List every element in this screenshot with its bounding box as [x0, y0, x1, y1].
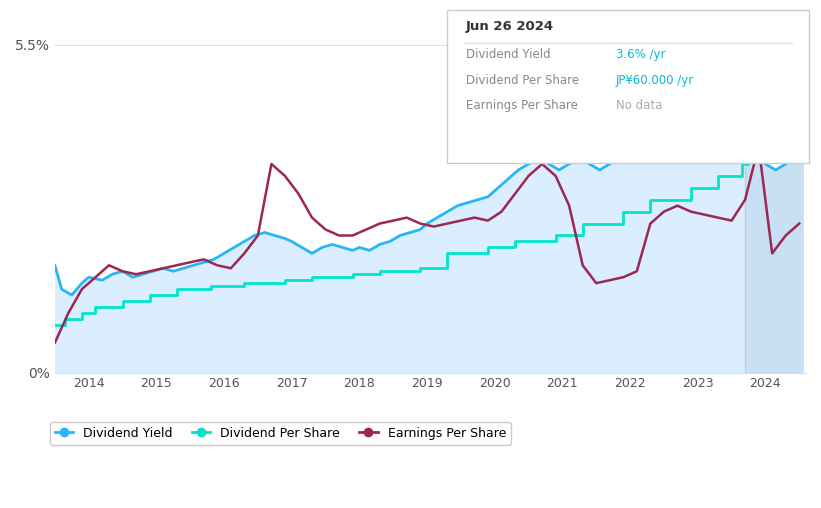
Legend: Dividend Yield, Dividend Per Share, Earnings Per Share: Dividend Yield, Dividend Per Share, Earn…	[49, 422, 511, 445]
Text: No data: No data	[616, 99, 662, 112]
Text: Earnings Per Share: Earnings Per Share	[466, 99, 577, 112]
Text: Jun 26 2024: Jun 26 2024	[466, 20, 553, 34]
Text: Past: Past	[746, 57, 773, 70]
Text: JP¥60.000 /yr: JP¥60.000 /yr	[616, 74, 694, 87]
Text: 3.6% /yr: 3.6% /yr	[616, 48, 665, 61]
Text: Dividend Per Share: Dividend Per Share	[466, 74, 579, 87]
Text: Dividend Yield: Dividend Yield	[466, 48, 550, 61]
